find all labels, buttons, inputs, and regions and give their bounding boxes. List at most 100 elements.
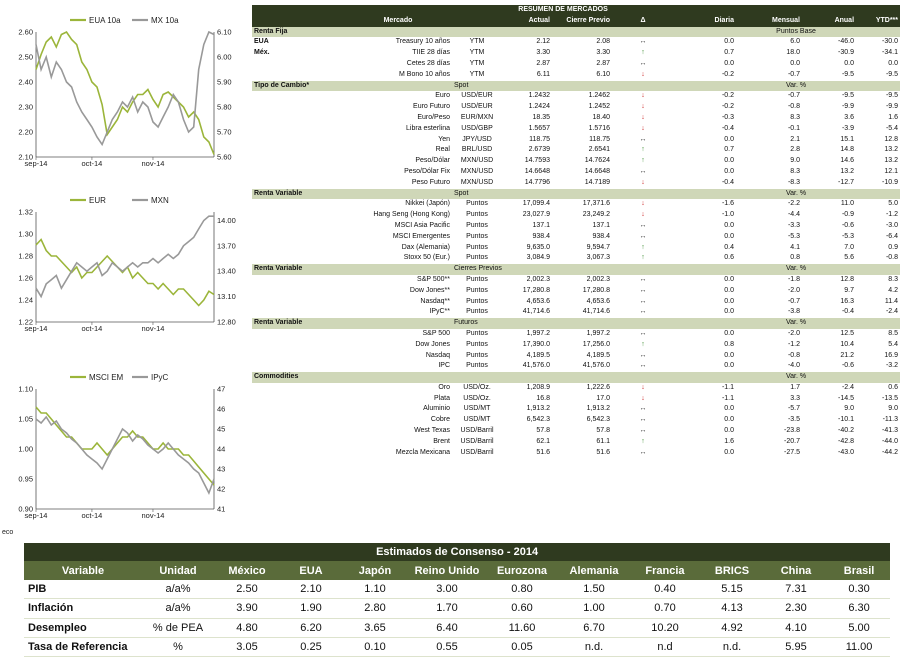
table-row: Cobre USD/MT 6,542.3 6,542.3 ↔ 0.0 -3.5 -10.1 -1… [252, 415, 900, 426]
row-actual: 17,390.0 [522, 340, 550, 348]
consensus-cell: 2.80 [342, 598, 408, 619]
row-ytd: -13.5 [882, 394, 899, 402]
row-monthly: -3.8 [787, 308, 801, 316]
x-tick-label: nov-14 [142, 511, 165, 520]
y-tick-label-right: 45 [217, 425, 225, 434]
row-region: EUA [254, 38, 269, 46]
row-monthly: 0.0 [790, 59, 801, 67]
row-trend-arrow: ↔ [639, 59, 647, 67]
row-previous: 1.5716 [588, 124, 610, 132]
row-previous: 137.1 [592, 221, 610, 229]
spacer-cell [674, 5, 901, 16]
row-annual: 16.3 [840, 297, 855, 305]
row-instrument: Euro/Peso [417, 113, 450, 121]
y-tick-label-right: 44 [217, 445, 225, 454]
row-instrument: IPyC** [429, 308, 450, 316]
row-trend-arrow: ↔ [639, 38, 647, 46]
row-annual: 15.1 [840, 135, 855, 143]
row-unit: Puntos [466, 221, 488, 229]
row-monthly: 2.8 [790, 146, 801, 154]
consensus-cell: 0.70 [630, 598, 700, 619]
row-previous: 51.6 [596, 448, 610, 456]
row-ytd: -9.5 [885, 70, 899, 78]
market-summary-table: RESUMEN DE MERCADOS Mercado Actual Cierre P… [252, 5, 901, 459]
header-mercado: Mercado [294, 15, 502, 27]
row-trend-arrow: ↔ [639, 405, 647, 413]
series-line-mx-10a [35, 30, 215, 147]
row-trend-arrow: ↔ [639, 308, 647, 316]
row-instrument: Mezcla Mexicana [395, 448, 450, 456]
row-unit: MXN/USD [460, 167, 494, 175]
row-unit: USD/MT [463, 416, 491, 424]
consensus-cell: % de PEA [142, 618, 214, 638]
table-row: Dax (Alemania) Puntos 9,635.0 9,594.7 ↑ 0.4 4.… [252, 243, 900, 254]
row-previous: 41,714.6 [582, 308, 610, 316]
row-region [252, 59, 294, 70]
consensus-cell: Desempleo [24, 618, 142, 638]
row-unit: USD/Oz. [463, 394, 491, 402]
legend-label: MX 10a [151, 16, 179, 25]
x-tick-label: oct-14 [82, 511, 103, 520]
row-daily: -0.4 [721, 178, 735, 186]
y-tick-label-left: 2.10 [18, 153, 33, 162]
row-previous: 118.75 [589, 135, 610, 143]
row-previous: 14.6648 [584, 167, 610, 175]
consensus-row: Tasa de Referencia% 3.05 0.25 0.10 0.55 0.05 n… [24, 637, 891, 658]
row-actual: 57.8 [536, 427, 550, 435]
header-mensual: Mensual [736, 15, 803, 27]
row-unit: Puntos [466, 308, 488, 316]
row-annual: -5.3 [841, 232, 855, 240]
row-previous: 18.40 [592, 113, 610, 121]
y-tick-label-left: 1.22 [18, 318, 33, 327]
section-subtitle: Futuros [452, 318, 612, 329]
table-row: Euro Futuro USD/EUR 1.2424 1.2452 ↓ -0.2 -0.8 -… [252, 102, 900, 113]
row-instrument: Stoxx 50 (Eur.) [403, 254, 450, 262]
x-tick-label: sep-14 [25, 511, 48, 520]
row-monthly: -1.8 [787, 275, 801, 283]
section-units: Var. % [736, 264, 857, 275]
row-region [252, 124, 294, 135]
consensus-header-cell: BRICS [700, 561, 764, 580]
row-region [252, 102, 294, 113]
row-trend-arrow: ↓ [641, 178, 645, 186]
row-monthly: -2.0 [787, 286, 801, 294]
row-monthly: 1.7 [790, 383, 801, 391]
consensus-row: Inflación a/a% 3.90 1.90 2.80 1.70 0.60 1.00 0.7… [24, 598, 891, 619]
row-region [252, 351, 294, 362]
y-tick-label-left: 2.20 [18, 128, 33, 137]
consensus-header-cell: Alemania [558, 561, 630, 580]
table-row: Mezcla Mexicana USD/Barril 51.6 51.6 ↔ 0.0 -27… [252, 448, 900, 459]
consensus-header-cell: Unidad [142, 561, 214, 580]
series-line-mxn [35, 215, 214, 299]
y-tick-label-left: 1.00 [18, 445, 33, 454]
row-instrument: Aluminio [423, 405, 450, 413]
row-ytd: -6.4 [885, 232, 899, 240]
row-actual: 938.4 [532, 232, 550, 240]
consensus-cell: 4.80 [214, 618, 280, 638]
row-ytd: 0.9 [888, 243, 899, 251]
y-tick-label-right: 5.80 [217, 103, 232, 112]
row-actual: 14.7796 [524, 178, 550, 186]
row-monthly: 8.3 [790, 167, 801, 175]
consensus-cell: 4.13 [700, 598, 764, 619]
row-annual: -10.1 [838, 416, 855, 424]
footnote: eco [2, 529, 14, 536]
row-daily: 0.0 [724, 59, 735, 67]
row-instrument: Hang Seng (Hong Kong) [373, 211, 450, 219]
row-unit: Puntos [466, 200, 488, 208]
row-annual: -43.0 [838, 448, 855, 456]
y-tick-label-right: 5.90 [217, 78, 232, 87]
row-ytd: 12.8 [884, 135, 899, 143]
row-trend-arrow: ↔ [639, 135, 647, 143]
section-subtitle: Cierres Previos [452, 264, 612, 275]
row-ytd: -3.2 [885, 362, 899, 370]
row-annual: 5.6 [844, 254, 855, 262]
section-subtitle: Spot [452, 188, 612, 200]
consensus-cell: 1.00 [558, 598, 630, 619]
y-tick-label-left: 1.05 [18, 415, 33, 424]
consensus-header-cell: México [214, 561, 280, 580]
consensus-cell: 0.10 [342, 637, 408, 658]
row-daily: 0.6 [724, 254, 735, 262]
row-annual: -12.7 [838, 178, 855, 186]
table-row: West Texas USD/Barril 57.8 57.8 ↔ 0.0 -23.8 -40… [252, 426, 900, 437]
